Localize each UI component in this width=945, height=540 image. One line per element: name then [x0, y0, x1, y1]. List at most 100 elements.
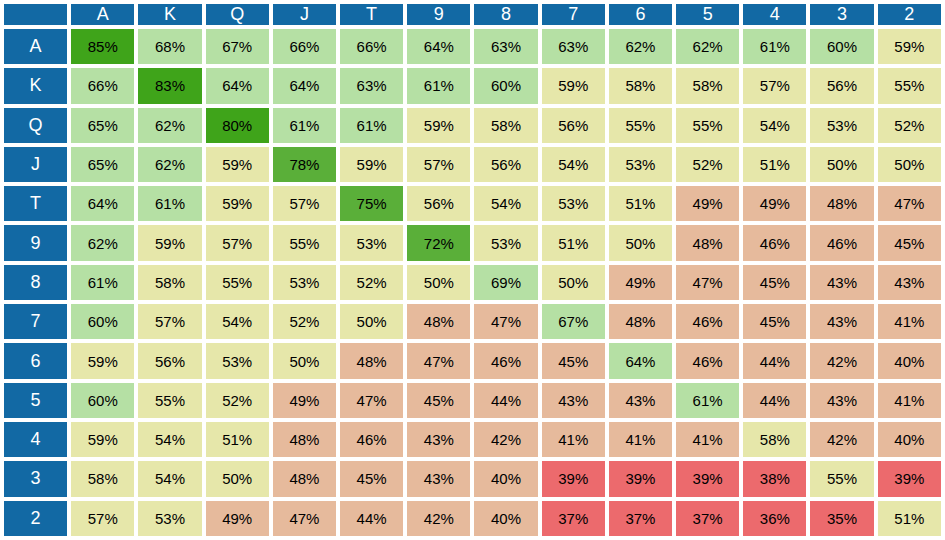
cell-J-3: 50% [810, 147, 873, 182]
cell-8-8: 69% [474, 265, 537, 300]
cell-4-5: 41% [676, 422, 739, 457]
cell-4-7: 41% [542, 422, 605, 457]
cell-2-J: 47% [273, 501, 336, 536]
cell-3-9: 43% [407, 461, 470, 496]
cell-3-J: 48% [273, 461, 336, 496]
cell-9-2: 45% [878, 225, 941, 260]
cell-J-9: 57% [407, 147, 470, 182]
cell-3-6: 39% [609, 461, 672, 496]
cell-K-9: 61% [407, 68, 470, 103]
cell-3-8: 40% [474, 461, 537, 496]
cell-T-5: 49% [676, 186, 739, 221]
row-header-7: 7 [4, 304, 67, 339]
column-header-5: 5 [676, 4, 739, 25]
cell-7-A: 60% [71, 304, 134, 339]
cell-4-2: 40% [878, 422, 941, 457]
cell-5-7: 43% [542, 383, 605, 418]
cell-Q-K: 62% [138, 108, 201, 143]
cell-7-J: 52% [273, 304, 336, 339]
row-header-4: 4 [4, 422, 67, 457]
cell-3-4: 38% [743, 461, 806, 496]
cell-6-3: 42% [810, 343, 873, 378]
cell-A-3: 60% [810, 29, 873, 64]
cell-7-T: 50% [340, 304, 403, 339]
cell-5-3: 43% [810, 383, 873, 418]
cell-2-8: 40% [474, 501, 537, 536]
cell-4-3: 42% [810, 422, 873, 457]
cell-Q-Q: 80% [206, 108, 269, 143]
row-header-2: 2 [4, 501, 67, 536]
row-header-3: 3 [4, 461, 67, 496]
cell-7-6: 48% [609, 304, 672, 339]
matrix-row-T: T64%61%59%57%75%56%54%53%51%49%49%48%47% [4, 186, 941, 221]
cell-K-A: 66% [71, 68, 134, 103]
cell-T-2: 47% [878, 186, 941, 221]
cell-Q-3: 53% [810, 108, 873, 143]
matrix-row-5: 560%55%52%49%47%45%44%43%43%61%44%43%41% [4, 383, 941, 418]
cell-4-A: 59% [71, 422, 134, 457]
cell-J-T: 59% [340, 147, 403, 182]
cell-7-5: 46% [676, 304, 739, 339]
cell-9-5: 48% [676, 225, 739, 260]
matrix-row-Q: Q65%62%80%61%61%59%58%56%55%55%54%53%52% [4, 108, 941, 143]
column-header-A: A [71, 4, 134, 25]
cell-9-A: 62% [71, 225, 134, 260]
cell-5-4: 44% [743, 383, 806, 418]
cell-7-K: 57% [138, 304, 201, 339]
row-header-T: T [4, 186, 67, 221]
cell-A-4: 61% [743, 29, 806, 64]
matrix-row-4: 459%54%51%48%46%43%42%41%41%41%58%42%40% [4, 422, 941, 457]
cell-2-4: 36% [743, 501, 806, 536]
cell-T-J: 57% [273, 186, 336, 221]
cell-K-K: 83% [138, 68, 201, 103]
cell-7-7: 67% [542, 304, 605, 339]
cell-J-A: 65% [71, 147, 134, 182]
cell-A-2: 59% [878, 29, 941, 64]
cell-9-J: 55% [273, 225, 336, 260]
cell-7-2: 41% [878, 304, 941, 339]
cell-9-K: 59% [138, 225, 201, 260]
column-header-Q: Q [206, 4, 269, 25]
matrix-row-7: 760%57%54%52%50%48%47%67%48%46%45%43%41% [4, 304, 941, 339]
cell-8-5: 47% [676, 265, 739, 300]
matrix-row-2: 257%53%49%47%44%42%40%37%37%37%36%35%51% [4, 501, 941, 536]
cell-8-3: 43% [810, 265, 873, 300]
cell-3-Q: 50% [206, 461, 269, 496]
cell-8-2: 43% [878, 265, 941, 300]
cell-8-A: 61% [71, 265, 134, 300]
cell-9-9: 72% [407, 225, 470, 260]
cell-6-K: 56% [138, 343, 201, 378]
cell-J-6: 53% [609, 147, 672, 182]
column-header-K: K [138, 4, 201, 25]
cell-T-4: 49% [743, 186, 806, 221]
cell-6-J: 50% [273, 343, 336, 378]
cell-T-Q: 59% [206, 186, 269, 221]
cell-Q-9: 59% [407, 108, 470, 143]
cell-3-7: 39% [542, 461, 605, 496]
cell-J-Q: 59% [206, 147, 269, 182]
cell-T-6: 51% [609, 186, 672, 221]
column-header-2: 2 [878, 4, 941, 25]
cell-3-K: 54% [138, 461, 201, 496]
cell-4-9: 43% [407, 422, 470, 457]
cell-6-5: 46% [676, 343, 739, 378]
cell-3-3: 55% [810, 461, 873, 496]
cell-7-3: 43% [810, 304, 873, 339]
cell-4-J: 48% [273, 422, 336, 457]
cell-3-T: 45% [340, 461, 403, 496]
row-header-9: 9 [4, 225, 67, 260]
cell-K-8: 60% [474, 68, 537, 103]
header-row: AKQJT98765432 [4, 4, 941, 25]
cell-5-6: 43% [609, 383, 672, 418]
cell-2-9: 42% [407, 501, 470, 536]
cell-T-3: 48% [810, 186, 873, 221]
row-header-K: K [4, 68, 67, 103]
matrix-row-3: 358%54%50%48%45%43%40%39%39%39%38%55%39% [4, 461, 941, 496]
cell-2-5: 37% [676, 501, 739, 536]
cell-K-7: 59% [542, 68, 605, 103]
cell-5-8: 44% [474, 383, 537, 418]
cell-A-K: 68% [138, 29, 201, 64]
column-header-8: 8 [474, 4, 537, 25]
matrix-row-A: A85%68%67%66%66%64%63%63%62%62%61%60%59% [4, 29, 941, 64]
cell-K-J: 64% [273, 68, 336, 103]
